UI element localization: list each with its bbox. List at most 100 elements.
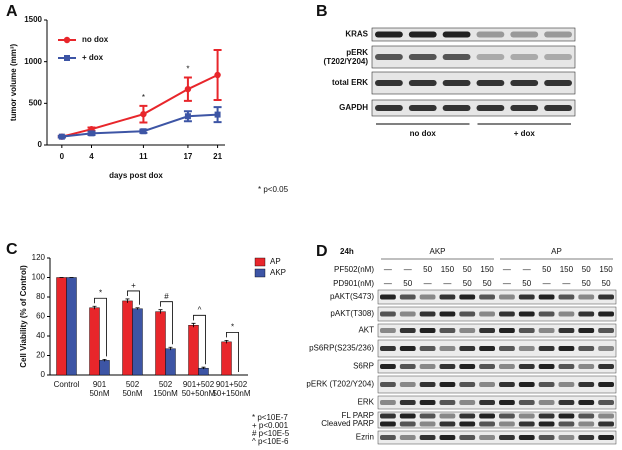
blot-band [518, 400, 535, 405]
blot-band [544, 54, 572, 60]
blot-band [538, 400, 555, 405]
significance: + [131, 281, 136, 290]
blot-band [459, 413, 476, 419]
blot-band [419, 413, 436, 419]
blot-band [408, 80, 437, 86]
blot-band [439, 413, 456, 419]
significance: * [186, 65, 189, 74]
blot-band [499, 435, 515, 440]
blot-band [510, 31, 539, 38]
bar [132, 308, 143, 376]
point [214, 111, 221, 118]
blot-band [499, 413, 515, 419]
blot-band [399, 346, 416, 351]
blot-band [439, 435, 456, 440]
blot-band [419, 328, 436, 333]
blot-band [399, 400, 416, 405]
treatment-dose: 50 [602, 279, 611, 288]
blot-band [375, 105, 403, 111]
x-tick-label: 11 [139, 152, 148, 161]
annotation: * p<0.05 [258, 185, 289, 194]
blot-band [419, 364, 436, 369]
blot-band [558, 328, 575, 333]
blot-band [510, 105, 539, 111]
blot-band [399, 364, 416, 369]
treatment-dose: — [503, 265, 511, 274]
point [184, 113, 191, 120]
blot-band [538, 311, 555, 317]
y-tick-label: 500 [29, 98, 43, 107]
blot-band [439, 311, 456, 317]
blot-band [442, 80, 471, 86]
blot-band [558, 382, 575, 387]
blot-frame [377, 395, 617, 410]
blot-band [439, 328, 456, 333]
treatment-dose: 50 [522, 279, 531, 288]
legend-label: AKP [270, 268, 286, 277]
blot-band [399, 328, 416, 333]
blot-band [499, 421, 515, 427]
row-label: pERK (T202/Y204) [324, 48, 369, 66]
footnote: * p<10E-7 [252, 413, 288, 422]
bar [56, 277, 67, 376]
blot-frame [377, 359, 617, 374]
y-tick-label: 1000 [24, 57, 42, 66]
blot-band [459, 294, 476, 300]
blot-band [578, 413, 595, 419]
blot-band [408, 105, 437, 111]
blot-band [459, 400, 476, 405]
blot-band [479, 400, 495, 405]
blot-band [476, 31, 505, 38]
blot-band [510, 54, 539, 60]
y-tick-label: 100 [32, 273, 46, 282]
blot-band [558, 421, 575, 427]
blot-band [439, 400, 456, 405]
legend-label: AP [270, 257, 281, 266]
blot-band [375, 80, 403, 86]
x-tick-label: 901 50nM [89, 380, 109, 398]
blot-band [558, 413, 575, 419]
treatment-dose: 150 [599, 265, 613, 274]
blot-band [479, 435, 495, 440]
blot-band [459, 382, 476, 387]
blot-band [479, 311, 495, 317]
blot-band [518, 421, 535, 427]
group-label: AP [551, 247, 562, 256]
blot-band [459, 328, 476, 333]
blot-frame [371, 27, 576, 42]
treatment-label: PF502(nM) [334, 265, 374, 274]
blot-band [479, 382, 495, 387]
blot-band [499, 328, 515, 333]
blot-band [419, 421, 436, 427]
blot-band [518, 311, 535, 317]
point [184, 85, 192, 93]
blot-band [558, 311, 575, 317]
significance-bracket [127, 290, 140, 305]
blot-band [419, 435, 436, 440]
y-tick-label: 40 [36, 331, 45, 340]
blot-band [442, 31, 471, 38]
blot-frame [371, 99, 576, 117]
legend-marker [63, 36, 71, 44]
blot-band [479, 364, 495, 369]
error-bar [102, 359, 107, 362]
y-tick-label: 80 [36, 292, 45, 301]
row-label: S6RP [353, 362, 374, 371]
blot-band [518, 364, 535, 369]
row-label: pERK (T202/Y204) [306, 380, 374, 389]
blot-band [442, 105, 471, 111]
point [140, 128, 147, 135]
blot-band [380, 400, 396, 405]
x-tick-label: 17 [183, 152, 192, 161]
blot-band [380, 346, 396, 351]
error-bar [168, 346, 173, 351]
error-bar [125, 298, 130, 303]
bar [165, 348, 176, 376]
blot-band [479, 421, 495, 427]
blot-band [408, 54, 437, 60]
bar [188, 325, 199, 376]
blot-band [578, 435, 595, 440]
y-tick-label: 1500 [24, 15, 42, 24]
point [88, 130, 95, 137]
blot-band [598, 400, 614, 405]
